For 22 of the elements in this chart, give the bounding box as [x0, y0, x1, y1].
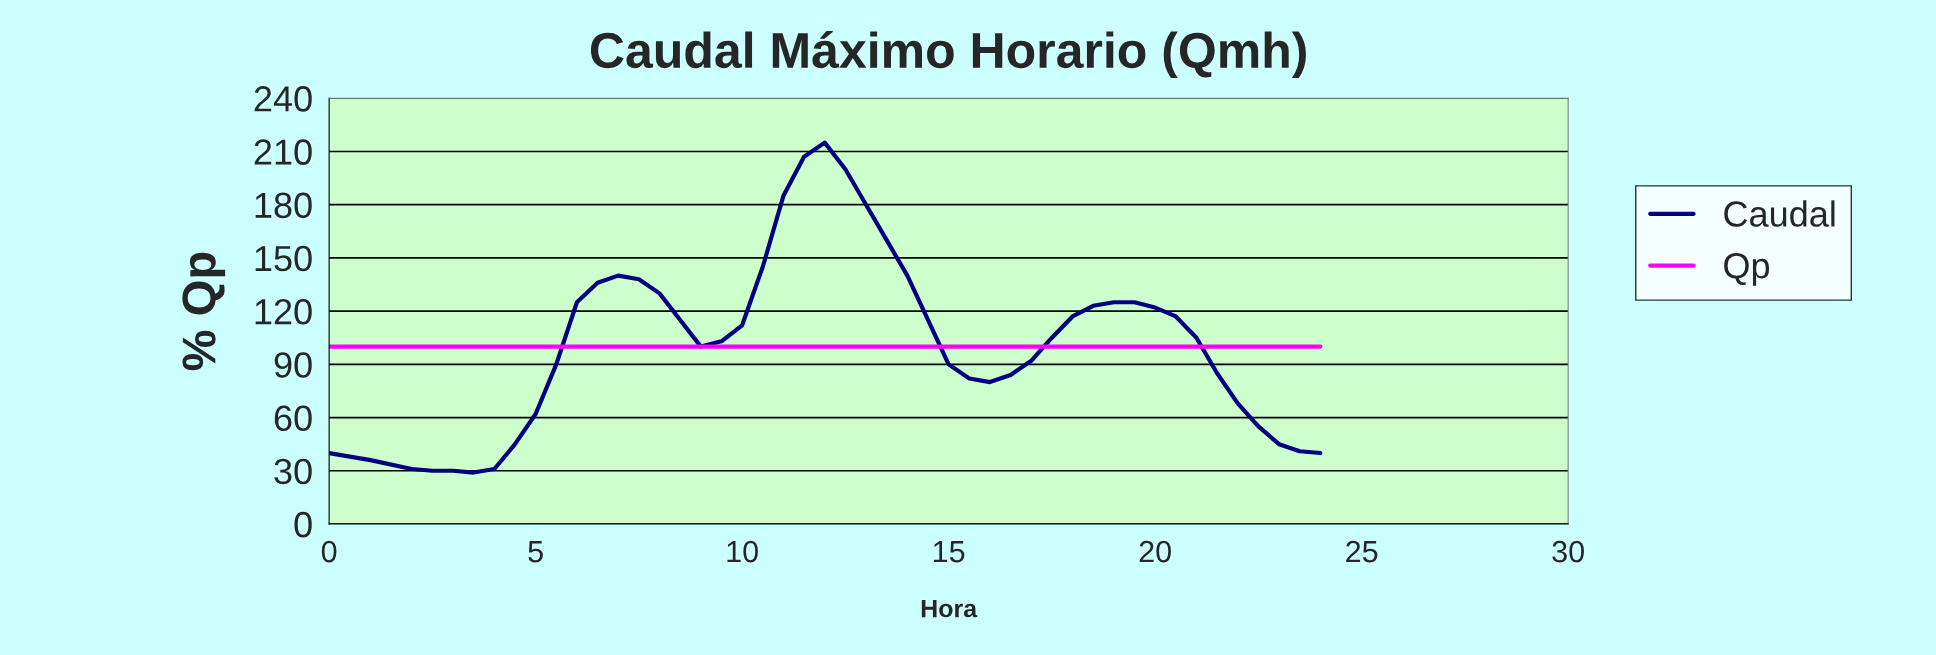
legend-label: Qp	[1724, 252, 1770, 286]
y-tick-label: 30	[274, 458, 312, 485]
x-tick-label: 15	[933, 541, 965, 563]
y-tick-label: 90	[274, 352, 312, 378]
y-tick-label: 0	[294, 511, 312, 538]
y-tick-label: 180	[255, 192, 312, 219]
y-tick-label: 240	[254, 86, 312, 112]
line-series	[329, 140, 1323, 475]
x-tick-label: 10	[727, 540, 758, 563]
chart-title: Caudal Máximo Horario (Qmh)	[590, 31, 1306, 79]
x-tick-label: 30	[1552, 540, 1584, 563]
y-axis-title: % Qp	[182, 252, 226, 371]
y-tick-label: 120	[255, 298, 312, 325]
x-tick-label: 0	[321, 540, 337, 563]
x-tick-label: 5	[528, 541, 543, 563]
x-tick-label: 20	[1139, 540, 1171, 563]
x-axis-title: Hora	[921, 599, 978, 618]
legend-label: Caudal	[1724, 200, 1835, 227]
y-tick-label: 60	[274, 405, 312, 431]
x-tick-label: 25	[1346, 540, 1378, 563]
y-tick-label: 150	[255, 245, 312, 272]
y-tick-label: 210	[254, 139, 312, 165]
